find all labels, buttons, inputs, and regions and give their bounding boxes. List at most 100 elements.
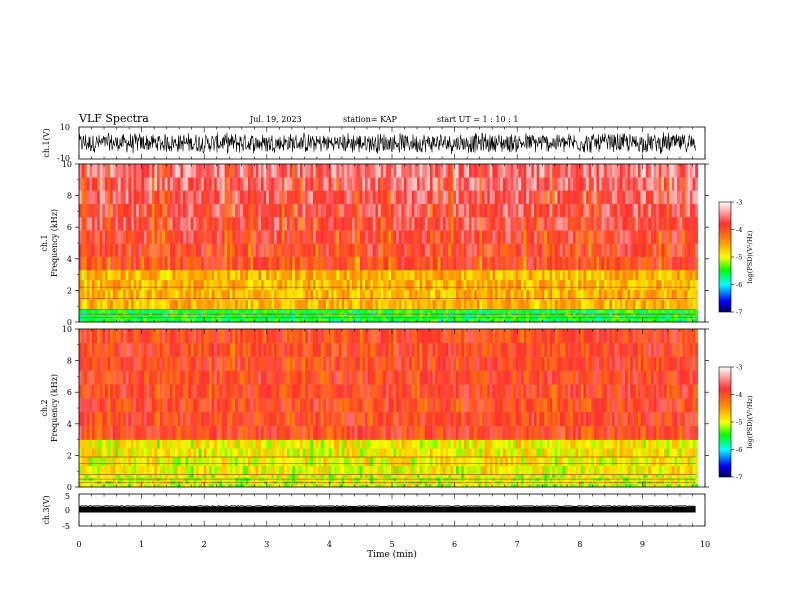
- spectrogram-cell: [149, 474, 153, 478]
- spectrogram-cell: [606, 309, 610, 313]
- spectrogram-cell: [625, 289, 628, 300]
- spectrogram-cell: [81, 425, 85, 440]
- spectrogram-cell: [250, 425, 254, 440]
- spectrogram-cell: [586, 279, 589, 290]
- spectrogram-cell: [120, 474, 124, 478]
- spectrogram-cell: [164, 216, 168, 231]
- spectrogram-cell: [695, 190, 699, 204]
- spectrogram-cell: [258, 269, 262, 281]
- spectrogram-cell: [284, 309, 288, 313]
- spectrogram-cell: [326, 256, 329, 271]
- spectrogram-cell: [619, 216, 623, 231]
- spectrogram-cell: [411, 190, 415, 204]
- spectrogram-cell: [154, 190, 158, 204]
- spectrogram-cell: [190, 356, 194, 371]
- spectrogram-cell: [380, 203, 384, 218]
- spectrogram-cell: [635, 289, 639, 300]
- spectrogram-cell: [79, 299, 82, 310]
- spectrogram-cell: [196, 329, 199, 344]
- spectrogram-cell: [131, 177, 134, 191]
- spectrogram-cell: [489, 279, 493, 290]
- spectrogram-cell: [258, 216, 262, 231]
- spectrogram-cell: [279, 289, 283, 300]
- ch1-ytick-top: 10: [60, 123, 70, 132]
- spectrogram-cell: [177, 342, 181, 357]
- spectrogram-cell: [110, 457, 114, 466]
- spectrogram-cell: [211, 203, 215, 218]
- spectrogram-cell: [365, 318, 368, 323]
- spectrogram-cell: [105, 269, 108, 281]
- spectrogram-cell: [284, 203, 288, 218]
- spectrogram-cell: [656, 289, 660, 300]
- spectrogram-cell: [214, 356, 218, 371]
- spectrogram-cell: [567, 190, 571, 204]
- spectrogram-cell: [84, 190, 88, 204]
- spectrogram-cell: [554, 256, 558, 271]
- spectrogram-cell: [419, 243, 423, 257]
- spectrogram-cell: [193, 439, 197, 449]
- spectrogram-cell: [591, 164, 595, 178]
- spectrogram-cell: [206, 457, 210, 466]
- spectrogram-cell: [214, 190, 218, 204]
- spectrogram-cell: [224, 309, 228, 313]
- spectrogram-cell: [149, 177, 153, 191]
- spectrogram-cell: [268, 279, 272, 290]
- spectrogram-cell: [250, 299, 254, 310]
- spectrogram-cell: [383, 164, 387, 178]
- spectrogram-cell: [159, 356, 163, 371]
- spectrogram-cell: [619, 279, 623, 290]
- spectrogram-cell: [393, 289, 397, 300]
- spectrogram-cell: [245, 279, 249, 290]
- spectrogram-cell: [315, 177, 319, 191]
- spectrogram-cell: [92, 299, 95, 310]
- spectrogram-cell: [125, 411, 129, 426]
- spectrogram-cell: [687, 309, 691, 313]
- spectrogram-cell: [671, 203, 675, 218]
- spectrogram-cell: [102, 342, 106, 357]
- spectrogram-cell: [448, 318, 452, 323]
- ch1-ylabel: ch.1(V): [42, 128, 51, 157]
- spectrogram-cell: [120, 203, 124, 218]
- spectrogram-cell: [185, 474, 189, 478]
- spectrogram-cell: [115, 474, 119, 478]
- spectrogram-cell: [599, 216, 602, 231]
- spectrogram-cell: [588, 289, 592, 300]
- spectrogram-cell: [211, 439, 215, 449]
- spectrogram-cell: [115, 448, 119, 458]
- spectrogram-cell: [456, 299, 459, 310]
- spectrogram-cell: [261, 342, 264, 357]
- spectrogram-cell: [128, 474, 132, 478]
- spectrogram-cell: [580, 309, 584, 313]
- spectrogram-cell: [203, 465, 207, 475]
- spectrogram-cell: [398, 230, 402, 244]
- spectrogram-cell: [354, 243, 358, 257]
- spectrogram-cell: [141, 289, 145, 300]
- spectrogram-cell: [638, 177, 641, 191]
- spectrogram-cell: [593, 279, 597, 290]
- spectrogram-cell: [417, 203, 420, 218]
- spectrogram-cell: [193, 279, 197, 290]
- spectrogram-cell: [367, 279, 371, 290]
- spectrogram-cell: [196, 474, 199, 478]
- spectrogram-cell: [172, 329, 176, 344]
- spectrogram-cell: [534, 230, 537, 244]
- spectrogram-cell: [222, 318, 225, 323]
- spectrogram-cell: [255, 425, 259, 440]
- spectrogram-cell: [133, 289, 137, 300]
- spectrogram-cell: [94, 190, 98, 204]
- spectrogram-cell: [105, 279, 108, 290]
- spectrogram-cell: [352, 190, 355, 204]
- spectrogram-cell: [144, 256, 147, 271]
- ch1-ytick-bottom: -10: [57, 154, 70, 163]
- spectrogram-cell: [419, 216, 423, 231]
- spectrogram-cell: [344, 203, 348, 218]
- spectrogram-cell: [370, 230, 374, 244]
- spectrogram-cell: [627, 243, 631, 257]
- spectrogram-cell: [619, 230, 623, 244]
- spectrogram-cell: [206, 309, 210, 313]
- spectrogram-cell: [479, 269, 483, 281]
- spectrogram-cell: [84, 370, 88, 385]
- spectrogram-cell: [287, 164, 290, 178]
- spectrogram-cell: [222, 164, 225, 178]
- spectrogram-cell: [250, 329, 254, 344]
